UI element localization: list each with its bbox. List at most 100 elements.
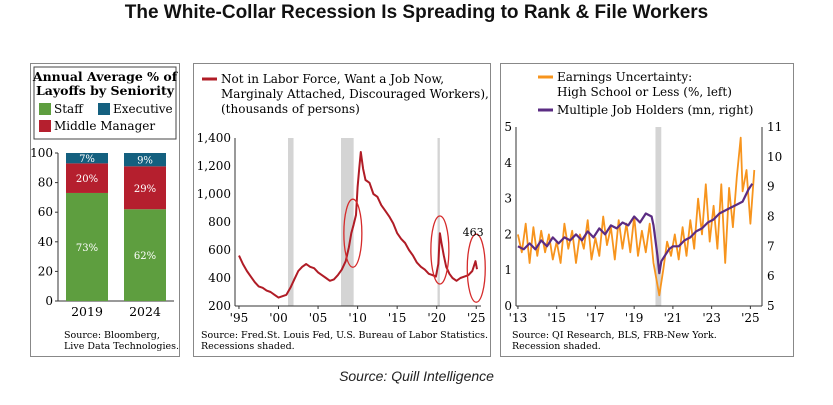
- y-left-tick-label: 3: [504, 192, 512, 206]
- x-tick-label: '23: [702, 311, 721, 325]
- panel-border: [30, 63, 180, 357]
- x-tick-label: '05: [309, 311, 328, 325]
- x-tick-label: '21: [664, 311, 683, 325]
- x-tick-label: '10: [348, 311, 367, 325]
- layoffs-chart-svg: Annual Average % of Layoffs by Seniority…: [30, 63, 180, 357]
- x-tick-label: '00: [269, 311, 288, 325]
- bars: 73% 20% 7% 2019 62% 29% 9% 2024: [66, 153, 166, 319]
- legend-box: Earnings Uncertainty: High School or Les…: [538, 70, 753, 117]
- legend-frame: [33, 66, 177, 140]
- y-tick-label: 100: [30, 146, 53, 160]
- y-tick-label: 40: [38, 235, 53, 249]
- layoffs-by-seniority-chart: Annual Average % of Layoffs by Seniority…: [30, 63, 180, 357]
- recession-band: [655, 127, 662, 306]
- highlight-circle: [430, 215, 450, 285]
- highlight-circle: [466, 233, 486, 303]
- page-title: The White-Collar Recession Is Spreading …: [124, 2, 709, 23]
- legend-box: Annual Average % of Layoffs by Seniority…: [32, 66, 179, 140]
- legend-label-line2: Marginaly Attached, Discouraged Workers)…: [221, 87, 489, 101]
- legend-swatch-staff: [39, 103, 51, 115]
- series-line-labor: [238, 151, 478, 299]
- y-right-tick-label: 10: [767, 150, 782, 164]
- x-tick-label: '15: [547, 311, 566, 325]
- legend-title-line1: Annual Average % of: [32, 69, 179, 84]
- y-right-tick-label: 8: [767, 210, 775, 224]
- legend-label-line3: (thousands of persons): [221, 102, 360, 116]
- legend-label-staff: Staff: [54, 102, 84, 116]
- y-tick-label: 0: [45, 294, 53, 308]
- y-left-tick-label: 4: [504, 156, 512, 170]
- legend-label-line1: Not in Labor Force, Want a Job Now,: [221, 72, 444, 86]
- bar-staff: [66, 192, 108, 301]
- y-tick-label: 1,200: [197, 159, 231, 173]
- y-left-tick-label: 0: [504, 299, 512, 313]
- bar-middle-manager: [66, 163, 108, 193]
- source-note-line2: Live Data Technologies.: [64, 341, 179, 352]
- bar-label-middle-manager: 20%: [76, 174, 98, 185]
- plot-area: 0 1 2 3 4 5 5 6 7 8 9 10 11 '13 '15 '17 '19 '21 '23 '25: [504, 120, 782, 325]
- y-tick-label: 20: [38, 264, 53, 278]
- plot-area: 200 400 600 800 1,000 1,200 1,400 '95 '00 '05 '10 '…: [197, 131, 486, 325]
- panel-border: [500, 63, 794, 357]
- x-tick-label: '25: [467, 311, 486, 325]
- earnings-chart-svg: Earnings Uncertainty: High School or Les…: [500, 63, 794, 357]
- y-left-tick-label: 5: [504, 120, 512, 134]
- recession-band: [340, 138, 354, 306]
- legend-swatch-executive: [98, 103, 110, 115]
- highlight-circle: [343, 198, 363, 268]
- bar-executive: [124, 153, 166, 167]
- bar-staff: [124, 209, 166, 301]
- source-note-line2: Recessions shaded.: [201, 341, 295, 352]
- annotation-latest-value: 463: [463, 226, 484, 239]
- bar-middle-manager: [124, 166, 166, 210]
- x-tick-label: '13: [509, 311, 528, 325]
- not-in-labor-force-chart: Not in Labor Force, Want a Job Now, Marg…: [193, 63, 491, 357]
- source-note-line2: Recession shaded.: [512, 341, 601, 352]
- legend-label-earnings-line1: Earnings Uncertainty:: [557, 70, 692, 84]
- x-tick-label: '19: [625, 311, 644, 325]
- x-tick-label: '17: [586, 311, 605, 325]
- y-tick-label: 1,400: [197, 131, 231, 145]
- legend-label-jobholders: Multiple Job Holders (mn, right): [557, 103, 753, 117]
- earnings-uncertainty-chart: Earnings Uncertainty: High School or Les…: [500, 63, 794, 357]
- y-tick-label: 600: [208, 243, 231, 257]
- y-left-tick-label: 2: [504, 227, 512, 241]
- y-tick-label: 200: [208, 299, 231, 313]
- y-left-tick-label: 1: [504, 263, 512, 277]
- bar-label-staff: 62%: [134, 251, 156, 262]
- y-tick-label: 60: [38, 205, 53, 219]
- y-tick-label: 800: [208, 215, 231, 229]
- y-tick-label: 80: [38, 176, 53, 190]
- legend-title-line2: Layoffs by Seniority: [36, 83, 175, 98]
- legend-label-earnings-line2: High School or Less (%, left): [557, 85, 732, 99]
- y-tick-label: 1,000: [197, 187, 231, 201]
- bar-label-staff: 73%: [76, 243, 98, 254]
- source-note-line1: Source: QI Research, BLS, FRB-New York.: [512, 330, 717, 341]
- x-tick-label: 2024: [129, 304, 161, 319]
- series-line-jobholders: [517, 183, 754, 275]
- recession-band: [437, 138, 440, 306]
- source-note-line1: Source: Fred.St. Louis Fed, U.S. Bureau …: [201, 330, 488, 341]
- x-tick-label: '15: [388, 311, 407, 325]
- bar-label-executive: 7%: [79, 154, 95, 165]
- y-tick-label: 400: [208, 271, 231, 285]
- labor-force-chart-svg: Not in Labor Force, Want a Job Now, Marg…: [193, 63, 491, 357]
- y-right-tick-label: 5: [767, 299, 775, 313]
- bar-label-middle-manager: 29%: [134, 184, 156, 195]
- y-right-tick-label: 6: [767, 269, 775, 283]
- source-caption: Source: Quill Intelligence: [339, 368, 494, 384]
- y-right-tick-label: 7: [767, 239, 775, 253]
- y-right-tick-label: 11: [767, 120, 782, 134]
- panel-border: [193, 63, 491, 357]
- x-tick-label: 2019: [71, 304, 103, 319]
- legend-label-middle-manager: Middle Manager: [54, 119, 155, 133]
- legend-box: Not in Labor Force, Want a Job Now, Marg…: [202, 72, 489, 116]
- x-tick-label: '25: [741, 311, 760, 325]
- bar-label-executive: 9%: [137, 156, 153, 167]
- x-tick-label: '95: [230, 311, 249, 325]
- bar-executive: [66, 153, 108, 164]
- recession-band: [287, 138, 294, 306]
- source-note-line1: Source: Bloomberg,: [64, 330, 160, 341]
- legend-label-executive: Executive: [113, 102, 173, 116]
- y-right-tick-label: 9: [767, 180, 775, 194]
